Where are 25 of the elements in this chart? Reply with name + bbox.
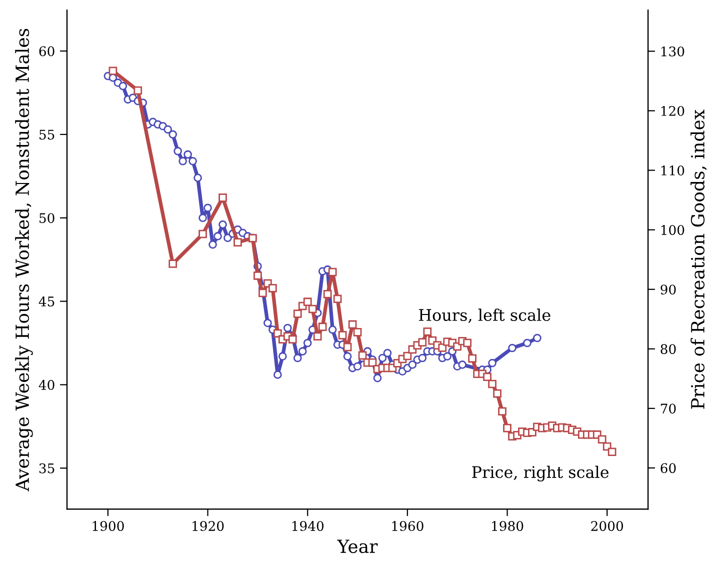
y2-axis-title: Price of Recreation Goods, index xyxy=(690,110,707,409)
x-tick-label: 1940 xyxy=(292,521,324,532)
y2-tick-label: 90 xyxy=(660,284,676,295)
y2-tick-label: 120 xyxy=(661,106,684,116)
x-tick-label: 1900 xyxy=(92,521,124,532)
y-tick-label: 55 xyxy=(40,130,54,140)
y-tick-label: 60 xyxy=(39,46,54,56)
y-axis-title: Average Weekly Hours Worked, Nonstudent Males xyxy=(15,28,33,492)
y2-tick-label: 80 xyxy=(660,344,676,354)
x-tick-label: 1980 xyxy=(492,521,524,532)
y-tick-label: 35 xyxy=(39,463,54,474)
y2-tick-label: 60 xyxy=(660,463,676,474)
x-tick-label: 1960 xyxy=(392,521,424,532)
series-label: Price, right scale xyxy=(472,466,609,482)
x-tick-label: 2000 xyxy=(591,521,624,532)
series-label: Hours, left scale xyxy=(418,308,550,323)
y2-tick-label: 110 xyxy=(661,166,684,176)
y-tick-label: 40 xyxy=(38,380,54,390)
y2-tick-label: 100 xyxy=(661,225,684,236)
y-tick-label: 50 xyxy=(40,213,54,224)
y2-tick-label: 70 xyxy=(660,404,676,414)
x-tick-label: 1920 xyxy=(192,521,224,532)
y-tick-label: 45 xyxy=(38,296,54,306)
y2-tick-label: 130 xyxy=(661,46,684,56)
x-axis-title: Year xyxy=(337,540,378,554)
